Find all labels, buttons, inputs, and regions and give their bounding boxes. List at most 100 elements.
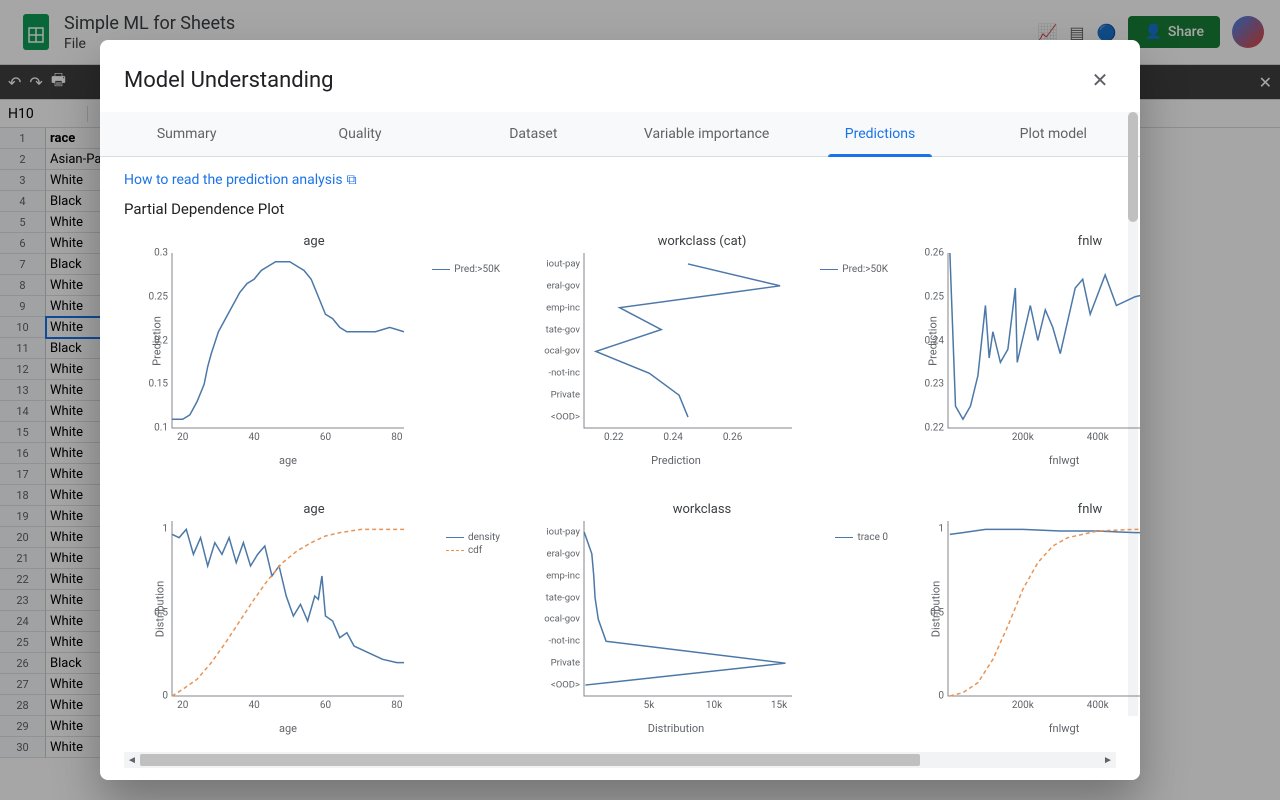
chart-plot: iout-payeral-govemp-inctate-govocal-gov-… — [584, 253, 792, 428]
x-tick: 60 — [320, 428, 331, 443]
y-tick: ocal-gov — [544, 614, 584, 625]
x-axis-label: Prediction — [560, 454, 792, 467]
chart-plot: Distribution00.5120406080 — [172, 521, 404, 696]
legend: density cdf — [446, 532, 500, 558]
horizontal-scrollbar[interactable]: ◄ ► — [124, 752, 1116, 768]
x-tick: 200k — [1012, 428, 1034, 443]
chart: fnlwDistribution00.51200k400k60fnlwgt — [900, 502, 1140, 748]
x-tick: 400k — [1087, 696, 1109, 711]
x-tick: 0.24 — [663, 428, 683, 443]
legend: Pred:>50K — [820, 264, 888, 277]
y-tick: 0.15 — [132, 379, 172, 390]
scroll-right-icon[interactable]: ► — [1100, 752, 1116, 768]
tab-predictions[interactable]: Predictions — [793, 112, 966, 156]
chart-title: workclass — [512, 502, 892, 517]
y-tick: 0 — [908, 691, 948, 702]
x-tick: 20 — [177, 696, 188, 711]
external-link-icon: ⧉ — [347, 172, 357, 188]
y-tick: 1 — [132, 524, 172, 535]
legend-swatch — [835, 537, 853, 538]
x-axis-label: age — [172, 454, 404, 467]
chart: fnlwPrediction0.220.230.240.250.26200k40… — [900, 234, 1140, 494]
y-tick: <OOD> — [551, 680, 584, 691]
chart-plot: Prediction0.10.150.20.250.320406080 — [172, 253, 404, 428]
y-tick: 0.1 — [132, 423, 172, 434]
chart-title: fnlw — [900, 502, 1140, 517]
chart-plot: iout-payeral-govemp-inctate-govocal-gov-… — [584, 521, 792, 696]
x-tick: 10k — [706, 696, 722, 711]
y-tick: 0.23 — [908, 379, 948, 390]
chart: age Prediction0.10.150.20.250.320406080 Pr… — [124, 234, 504, 494]
y-tick: emp-inc — [546, 570, 584, 581]
y-tick: <OOD> — [551, 412, 584, 423]
legend: trace 0 — [835, 532, 888, 545]
y-tick: 1 — [908, 524, 948, 535]
tabs: SummaryQualityDatasetVariable importance… — [100, 112, 1140, 157]
chart: workclass (cat) iout-payeral-govemp-incta… — [512, 234, 892, 494]
x-tick: 0.22 — [604, 428, 624, 443]
x-tick: 5k — [644, 696, 655, 711]
y-tick: tate-gov — [546, 592, 584, 603]
legend-label: density — [468, 532, 500, 543]
chart: age Distribution00.5120406080 density cdf ag… — [124, 502, 504, 748]
legend-item: cdf — [446, 545, 500, 556]
y-tick: 0.3 — [132, 248, 172, 259]
help-link-text: How to read the prediction analysis — [124, 172, 343, 188]
legend-label: trace 0 — [857, 532, 888, 543]
y-tick: -not-inc — [548, 368, 584, 379]
y-tick: 0.26 — [908, 248, 948, 259]
chart-title: age — [124, 234, 504, 249]
y-tick: 0 — [132, 691, 172, 702]
y-tick: emp-inc — [546, 302, 584, 313]
scroll-left-icon[interactable]: ◄ — [124, 752, 140, 768]
x-tick: 20 — [177, 428, 188, 443]
legend-label: Pred:>50K — [454, 264, 500, 275]
dist-row: age Distribution00.5120406080 density cdf ag… — [124, 502, 1116, 748]
modal-title: Model Understanding — [124, 68, 334, 93]
x-tick: 200k — [1012, 696, 1034, 711]
model-understanding-modal: Model Understanding ✕ SummaryQualityData… — [100, 40, 1140, 780]
legend-label: Pred:>50K — [842, 264, 888, 275]
y-tick: 0.25 — [132, 291, 172, 302]
tab-plot-model[interactable]: Plot model — [967, 112, 1140, 156]
chart-plot: Prediction0.220.230.240.250.26200k400k60… — [948, 253, 1140, 428]
x-axis-label: Distribution — [560, 722, 792, 735]
tab-variable-importance[interactable]: Variable importance — [620, 112, 793, 156]
legend-item: density — [446, 532, 500, 543]
x-axis-label: fnlwgt — [948, 454, 1140, 467]
chart-title: workclass (cat) — [512, 234, 892, 249]
chart: workclassiout-payeral-govemp-inctate-gov… — [512, 502, 892, 748]
x-tick: 80 — [391, 428, 402, 443]
legend: Pred:>50K — [432, 264, 500, 277]
legend-label: cdf — [468, 545, 482, 556]
y-tick: iout-pay — [546, 526, 584, 537]
y-tick: tate-gov — [546, 324, 584, 335]
y-tick: iout-pay — [546, 258, 584, 269]
x-tick: 40 — [248, 696, 259, 711]
y-tick: -not-inc — [548, 636, 584, 647]
close-icon[interactable]: ✕ — [1084, 64, 1116, 96]
tab-quality[interactable]: Quality — [273, 112, 446, 156]
y-tick: 0.22 — [908, 423, 948, 434]
x-axis-label: age — [172, 722, 404, 735]
legend-item: trace 0 — [835, 532, 888, 543]
tab-summary[interactable]: Summary — [100, 112, 273, 156]
modal-body: How to read the prediction analysis ⧉ Pa… — [100, 157, 1140, 748]
legend-item: Pred:>50K — [820, 264, 888, 275]
tab-dataset[interactable]: Dataset — [447, 112, 620, 156]
y-tick: 0.24 — [908, 335, 948, 346]
y-tick: eral-gov — [547, 548, 584, 559]
y-tick: Private — [551, 390, 584, 401]
x-tick: 40 — [248, 428, 259, 443]
pdp-row: age Prediction0.10.150.20.250.320406080 Pr… — [124, 234, 1116, 494]
help-link[interactable]: How to read the prediction analysis ⧉ — [124, 172, 357, 188]
y-tick: ocal-gov — [544, 346, 584, 357]
x-tick: 60 — [320, 696, 331, 711]
y-tick: 0.25 — [908, 291, 948, 302]
y-tick: 0.5 — [132, 607, 172, 618]
chart-title: age — [124, 502, 504, 517]
legend-swatch — [820, 269, 838, 270]
x-axis-label: fnlwgt — [948, 722, 1140, 735]
h-scrollbar-thumb[interactable] — [140, 754, 920, 766]
section-title: Partial Dependence Plot — [124, 200, 1116, 218]
